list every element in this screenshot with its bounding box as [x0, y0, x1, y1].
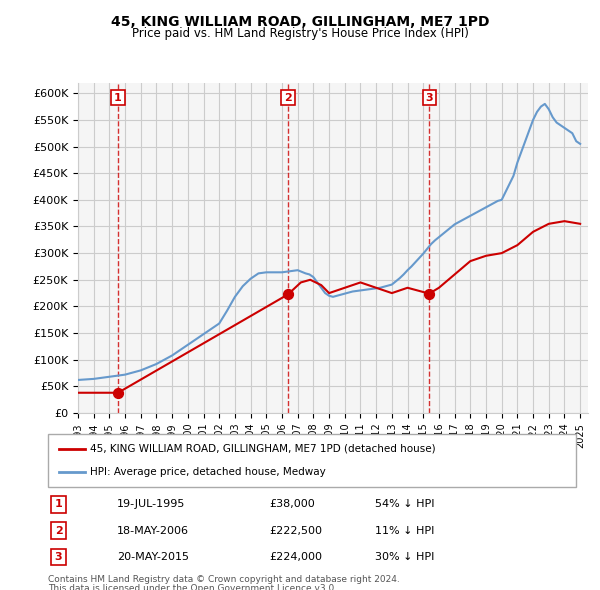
FancyBboxPatch shape — [48, 434, 576, 487]
Text: 18-MAY-2006: 18-MAY-2006 — [116, 526, 188, 536]
Text: 1: 1 — [114, 93, 122, 103]
Text: £38,000: £38,000 — [270, 499, 316, 509]
Point — [424, 289, 434, 299]
Text: 19-JUL-1995: 19-JUL-1995 — [116, 499, 185, 509]
Point — [283, 290, 293, 299]
Text: 30% ↓ HPI: 30% ↓ HPI — [376, 552, 435, 562]
Text: Price paid vs. HM Land Registry's House Price Index (HPI): Price paid vs. HM Land Registry's House … — [131, 27, 469, 40]
Text: 1: 1 — [55, 499, 62, 509]
Point — [113, 388, 123, 398]
Text: £222,500: £222,500 — [270, 526, 323, 536]
Text: 54% ↓ HPI: 54% ↓ HPI — [376, 499, 435, 509]
Text: 2: 2 — [284, 93, 292, 103]
Text: 20-MAY-2015: 20-MAY-2015 — [116, 552, 188, 562]
Text: 11% ↓ HPI: 11% ↓ HPI — [376, 526, 435, 536]
Text: Contains HM Land Registry data © Crown copyright and database right 2024.: Contains HM Land Registry data © Crown c… — [48, 575, 400, 584]
Text: 3: 3 — [55, 552, 62, 562]
Text: 45, KING WILLIAM ROAD, GILLINGHAM, ME7 1PD (detached house): 45, KING WILLIAM ROAD, GILLINGHAM, ME7 1… — [90, 444, 436, 454]
Text: 2: 2 — [55, 526, 62, 536]
Text: HPI: Average price, detached house, Medway: HPI: Average price, detached house, Medw… — [90, 467, 326, 477]
Text: £224,000: £224,000 — [270, 552, 323, 562]
Text: 45, KING WILLIAM ROAD, GILLINGHAM, ME7 1PD: 45, KING WILLIAM ROAD, GILLINGHAM, ME7 1… — [111, 15, 489, 29]
Text: 3: 3 — [425, 93, 433, 103]
Text: This data is licensed under the Open Government Licence v3.0.: This data is licensed under the Open Gov… — [48, 584, 337, 590]
